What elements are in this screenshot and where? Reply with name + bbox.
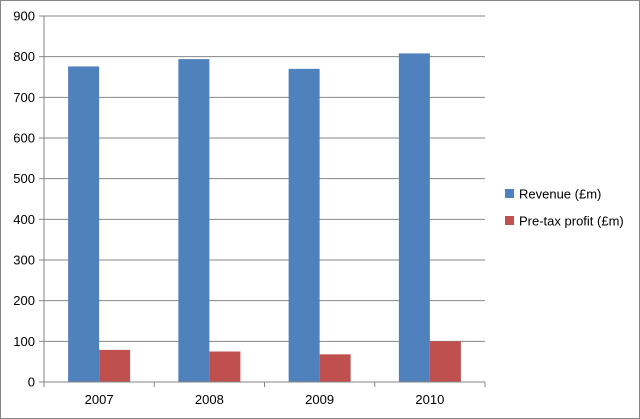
bar-pretax-profit-2009: [319, 354, 351, 382]
y-tick-label: 900: [13, 9, 35, 24]
bar-pretax-profit-2007: [99, 349, 131, 382]
y-tick-label: 0: [28, 375, 35, 390]
y-tick-label: 600: [13, 131, 35, 146]
y-tick-label: 100: [13, 334, 35, 349]
bar-revenue-2010: [398, 53, 430, 383]
legend-label: Pre-tax profit (£m): [519, 214, 624, 229]
x-axis-ticks: 2007 2008 2009 2010: [43, 382, 486, 407]
x-tick-label: 2009: [305, 392, 334, 407]
x-tick-label: 2007: [85, 392, 114, 407]
y-axis-ticks: 0 100 200 300 400 500 600 700 800 900: [13, 9, 44, 390]
bar-revenue-2009: [288, 68, 320, 382]
bar-revenue-2007: [68, 66, 100, 382]
bar-pretax-profit-2008: [209, 351, 241, 382]
legend-label: Revenue (£m): [519, 187, 601, 202]
legend: Revenue (£m) Pre-tax profit (£m): [505, 187, 624, 229]
bar-revenue-2008: [178, 59, 210, 383]
y-tick-label: 700: [13, 90, 35, 105]
legend-swatch: [505, 189, 514, 198]
y-tick-label: 500: [13, 171, 35, 186]
legend-swatch: [505, 216, 514, 225]
bar-pretax-profit-2010: [429, 341, 461, 382]
bars: [68, 53, 461, 383]
y-tick-label: 400: [13, 212, 35, 227]
x-tick-label: 2010: [415, 392, 444, 407]
y-tick-label: 200: [13, 293, 35, 308]
y-tick-label: 300: [13, 253, 35, 268]
x-tick-label: 2008: [195, 392, 224, 407]
y-tick-label: 800: [13, 49, 35, 64]
